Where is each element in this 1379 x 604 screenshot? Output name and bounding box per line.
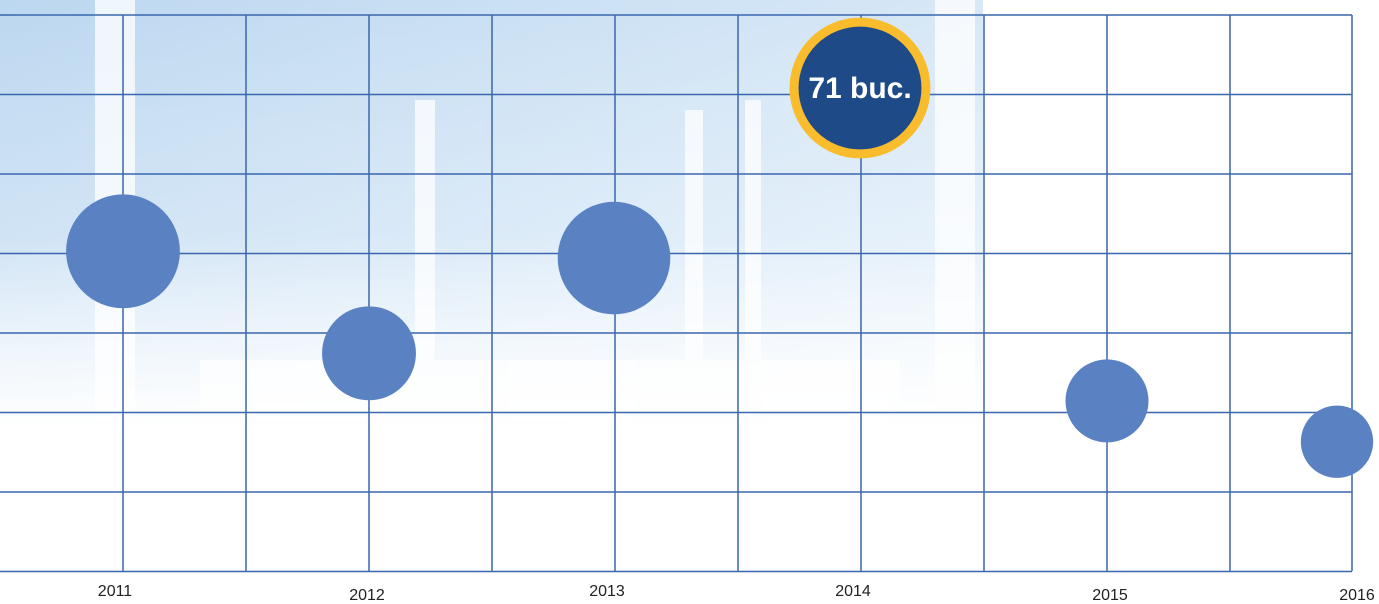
value-label: 71 buc. xyxy=(808,72,911,105)
bubble xyxy=(66,194,180,309)
x-tick-label: 2011 xyxy=(98,583,133,600)
x-tick-label: 2013 xyxy=(589,583,625,600)
x-tick-label: 2015 xyxy=(1092,587,1128,604)
bubble xyxy=(322,306,416,401)
bubble xyxy=(1065,359,1149,443)
bubbles: 71 buc. xyxy=(66,17,1374,478)
grid xyxy=(0,14,1353,573)
bubble xyxy=(557,201,671,315)
x-tick-label: 2014 xyxy=(835,583,871,600)
x-tick-label: 2016 xyxy=(1339,587,1375,604)
x-tick-label: 2012 xyxy=(349,587,385,604)
bubble xyxy=(1300,405,1374,478)
highlight-bubble xyxy=(789,17,931,159)
